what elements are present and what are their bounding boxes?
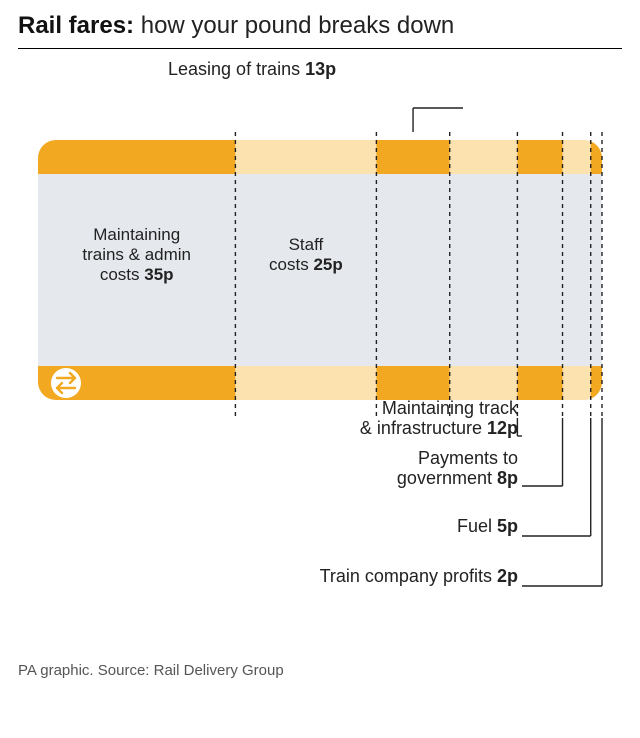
page-title: Rail fares: how your pound breaks down <box>18 12 622 49</box>
source-footer: PA graphic. Source: Rail Delivery Group <box>18 662 622 679</box>
segment-label: Payments togovernment 8p <box>397 448 518 488</box>
title-bold: Rail fares: <box>18 12 134 39</box>
fare-breakdown-chart: Maintainingtrains & admincosts 35pStaffc… <box>18 88 622 650</box>
top-callout: Leasing of trains 13p <box>18 59 622 80</box>
title-rest: how your pound breaks down <box>134 12 454 39</box>
segment-label: Fuel 5p <box>457 516 518 536</box>
segment-label: Train company profits 2p <box>320 566 518 586</box>
segment-label: Maintaining track& infrastructure 12p <box>360 398 519 438</box>
